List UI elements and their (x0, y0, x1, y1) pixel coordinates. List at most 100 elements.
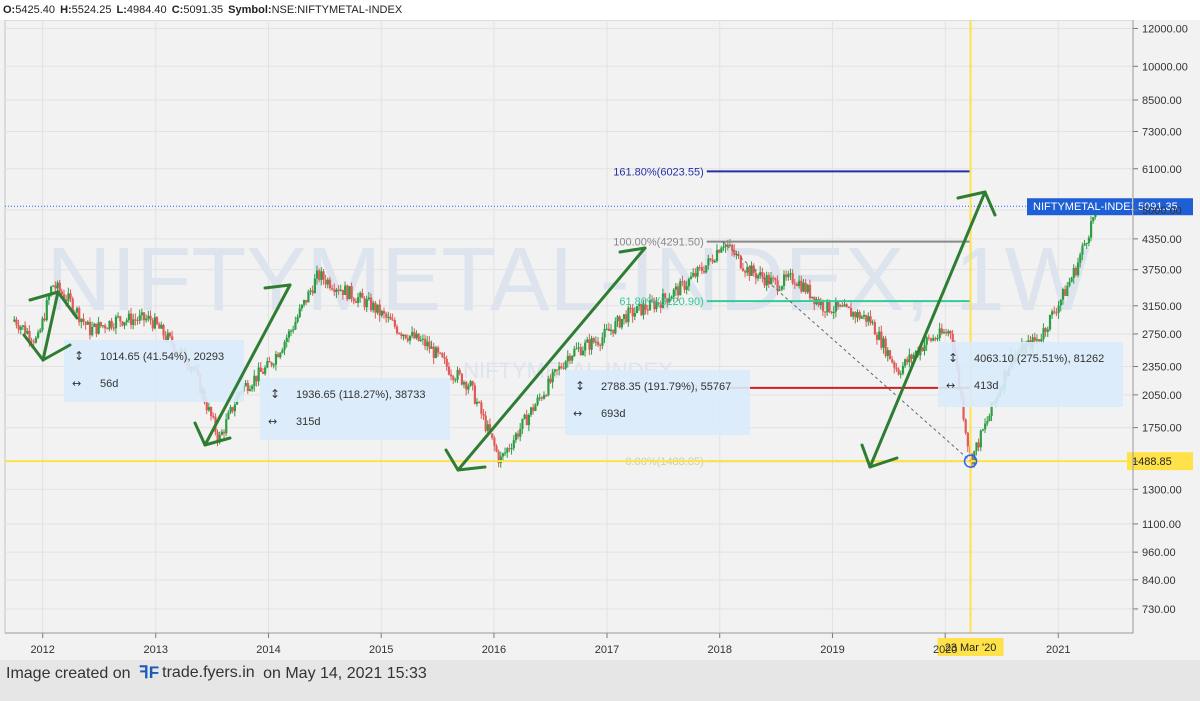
candle-body (406, 338, 409, 341)
candle-body (677, 286, 680, 296)
candle (932, 334, 935, 342)
candle-body (555, 369, 559, 371)
candle-body (757, 275, 760, 279)
candle (402, 334, 405, 341)
candle-body (977, 442, 980, 448)
candle (601, 332, 604, 350)
candle (350, 282, 353, 303)
candle (298, 304, 301, 319)
candle-body (398, 333, 401, 335)
candle-body (882, 338, 885, 348)
candle (147, 310, 150, 322)
candle-body (424, 338, 427, 347)
candle (564, 360, 567, 371)
candle-body (929, 338, 933, 341)
candle (274, 350, 278, 371)
candle (612, 329, 615, 338)
footer-brand-link[interactable]: ꟻF trade.fyers.in (139, 660, 255, 686)
candle-body (819, 301, 822, 306)
candle-body (914, 350, 918, 355)
candle-body (694, 272, 697, 277)
candle (715, 244, 719, 263)
candle (767, 272, 771, 289)
candle-body (218, 434, 221, 442)
candle-body (893, 362, 896, 368)
candle-body (257, 367, 260, 382)
candle (244, 379, 247, 387)
candle (750, 261, 753, 277)
candle (311, 285, 314, 296)
candle (441, 352, 444, 358)
candle-body (391, 319, 394, 321)
candle-body (361, 292, 364, 299)
arrow-base-7 (868, 456, 899, 469)
candle (521, 418, 524, 435)
candle (370, 293, 373, 313)
candle (400, 331, 403, 340)
candle-body (281, 349, 284, 353)
candle (434, 345, 438, 359)
candle (869, 310, 872, 326)
candle-body (828, 300, 831, 312)
candle-body (558, 366, 561, 370)
candle-body (445, 358, 448, 367)
candle (692, 268, 695, 278)
arrow-base-8 (860, 443, 872, 469)
candle-body (532, 407, 535, 411)
candle (603, 323, 606, 344)
candle (897, 367, 900, 376)
candle-body (501, 453, 505, 457)
measure-range-text: 1014.65 (41.54%), 20293 (100, 351, 224, 363)
candle-body (750, 265, 753, 276)
candle-body (726, 244, 729, 246)
candle (471, 380, 474, 391)
candle-body (521, 418, 524, 429)
candle (168, 331, 172, 339)
candle-body (1046, 329, 1049, 332)
candle (1089, 215, 1093, 242)
candle-body (19, 326, 22, 330)
candle (633, 307, 636, 321)
candle-body (56, 282, 59, 289)
candle-body (1044, 328, 1047, 332)
candle (772, 275, 775, 283)
price-chart[interactable]: NIFTYMETAL-INDEX, 1W NIFTYMETAL-INDEX 16… (0, 0, 1200, 660)
candle (413, 328, 416, 340)
trend-dashed-line (722, 241, 971, 462)
candle-body (318, 270, 321, 280)
candle (246, 379, 249, 394)
candle (424, 334, 427, 350)
candle-body (231, 407, 234, 412)
candle (891, 356, 894, 364)
candle (114, 314, 118, 335)
low-label: L: (116, 4, 127, 16)
candle (473, 382, 476, 405)
candle-body (620, 318, 624, 328)
candle-body (571, 355, 574, 361)
candle-body (227, 412, 230, 420)
candle-body (746, 266, 749, 273)
candle (149, 310, 152, 325)
candle-body (84, 321, 87, 325)
candle-body (1038, 339, 1041, 342)
candle-body (514, 433, 518, 441)
candle-body (778, 289, 781, 291)
candle (495, 443, 498, 453)
candle-body (664, 293, 667, 299)
candle-body (71, 298, 74, 313)
candle-body (248, 389, 252, 391)
candle (1046, 326, 1049, 338)
candle-body (631, 307, 634, 317)
candle (711, 254, 714, 264)
candle-body (251, 386, 254, 390)
symbol-label: Symbol: (228, 4, 272, 16)
candle-body (942, 332, 946, 334)
candle-body (527, 414, 531, 426)
candle (210, 406, 213, 421)
candle-body (350, 286, 353, 299)
y-tick-label: 1300.00 (1142, 484, 1182, 496)
candle (549, 374, 552, 384)
candle (594, 336, 598, 347)
candle-body (162, 324, 165, 336)
candle (326, 277, 329, 289)
